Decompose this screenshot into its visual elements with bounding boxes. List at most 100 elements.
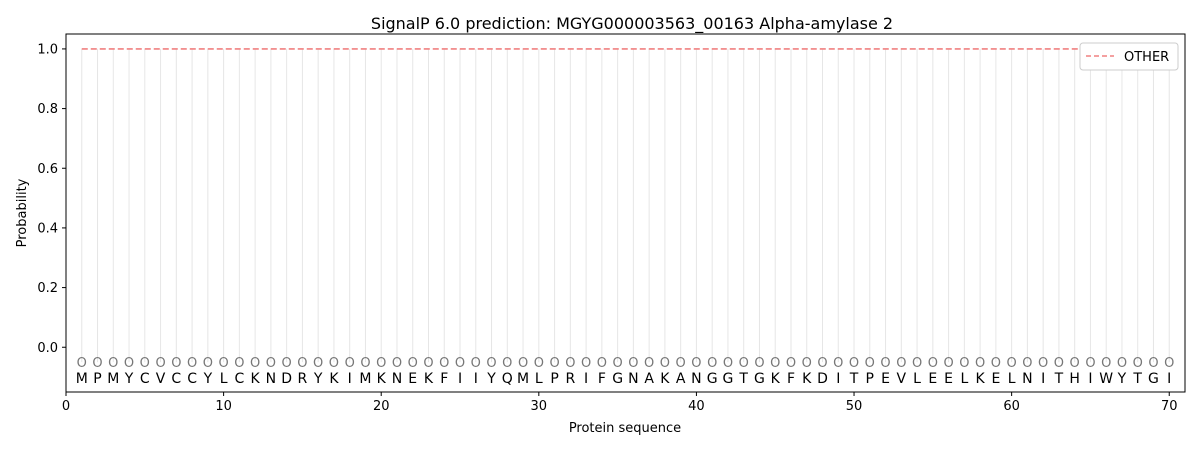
residue-67: Y [1117, 371, 1127, 387]
residue-53: V [897, 371, 907, 387]
residue-44: G [754, 371, 765, 387]
residue-9: Y [203, 371, 213, 387]
region-label-54: O [912, 356, 922, 371]
region-label-60: O [1007, 356, 1017, 371]
residue-65: I [1088, 371, 1092, 387]
residue-29: M [517, 371, 529, 387]
x-tick-label-10: 10 [215, 399, 232, 414]
region-label-38: O [660, 356, 670, 371]
region-label-33: O [581, 356, 591, 371]
region-label-1: O [77, 356, 87, 371]
residue-14: D [281, 371, 292, 387]
region-label-31: O [549, 356, 559, 371]
residue-20: K [377, 371, 387, 387]
region-label-43: O [739, 356, 749, 371]
residue-52: E [881, 371, 890, 387]
residue-23: K [424, 371, 434, 387]
region-label-11: O [234, 356, 244, 371]
x-tick-label-30: 30 [531, 399, 548, 414]
residue-37: A [644, 371, 654, 387]
residue-21: N [392, 371, 402, 387]
residue-47: K [802, 371, 812, 387]
y-tick-label-0.6: 0.6 [37, 162, 58, 177]
region-label-8: O [187, 356, 197, 371]
residue-6: V [156, 371, 166, 387]
residue-38: K [660, 371, 670, 387]
x-axis-label: Protein sequence [569, 421, 681, 436]
residue-2: P [93, 371, 101, 387]
region-label-10: O [218, 356, 228, 371]
residue-55: E [928, 371, 937, 387]
region-label-29: O [518, 356, 528, 371]
residue-33: I [584, 371, 588, 387]
residue-69: G [1148, 371, 1159, 387]
residue-45: K [771, 371, 781, 387]
y-axis: 0.0 0.2 0.4 0.6 0.8 1.0 [37, 42, 66, 356]
residue-48: D [817, 371, 828, 387]
residue-30: L [535, 371, 543, 387]
region-label-41: O [707, 356, 717, 371]
region-label-26: O [471, 356, 481, 371]
residue-34: F [598, 371, 606, 387]
region-label-37: O [644, 356, 654, 371]
region-label-14: O [282, 356, 292, 371]
residue-10: L [220, 371, 228, 387]
region-label-23: O [423, 356, 433, 371]
region-label-59: O [991, 356, 1001, 371]
region-label-67: O [1117, 356, 1127, 371]
region-label-52: O [880, 356, 890, 371]
residue-36: N [628, 371, 638, 387]
region-label-16: O [313, 356, 323, 371]
residue-32: R [565, 371, 575, 387]
residue-18: I [348, 371, 352, 387]
region-label-13: O [266, 356, 276, 371]
chart-title: SignalP 6.0 prediction: MGYG000003563_00… [371, 14, 893, 34]
residue-70: I [1167, 371, 1171, 387]
region-label-69: O [1148, 356, 1158, 371]
residue-39: A [676, 371, 686, 387]
region-label-55: O [928, 356, 938, 371]
residue-12: K [251, 371, 261, 387]
residue-31: P [550, 371, 558, 387]
x-tick-label-60: 60 [1003, 399, 1020, 414]
region-label-45: O [770, 356, 780, 371]
residue-15: R [298, 371, 308, 387]
residue-1: M [76, 371, 88, 387]
residue-41: G [707, 371, 718, 387]
residue-54: L [913, 371, 921, 387]
residue-16: Y [313, 371, 323, 387]
residue-57: L [960, 371, 968, 387]
region-label-57: O [959, 356, 969, 371]
residue-50: T [849, 371, 859, 387]
region-label-6: O [155, 356, 165, 371]
region-label-66: O [1101, 356, 1111, 371]
region-label-47: O [802, 356, 812, 371]
residue-56: E [944, 371, 953, 387]
x-tick-label-0: 0 [62, 399, 70, 414]
residue-27: Y [486, 371, 496, 387]
region-label-30: O [534, 356, 544, 371]
region-label-5: O [140, 356, 150, 371]
region-label-28: O [502, 356, 512, 371]
residue-13: N [266, 371, 276, 387]
residue-42: G [723, 371, 734, 387]
region-label-32: O [565, 356, 575, 371]
region-label-36: O [628, 356, 638, 371]
region-label-64: O [1070, 356, 1080, 371]
grid-layer [81, 48, 1170, 363]
x-tick-label-70: 70 [1161, 399, 1178, 414]
x-axis: 0 10 20 30 40 50 60 70 [62, 392, 1178, 414]
y-tick-label-0.2: 0.2 [37, 281, 58, 296]
y-tick-label-0.8: 0.8 [37, 102, 58, 117]
residue-43: T [738, 371, 748, 387]
residue-35: G [612, 371, 623, 387]
marks-layer: OMOPOMOYOCOVOCOCOYOLOCOKONODOROYOKOIOMOK… [76, 356, 1175, 387]
plot-frame [65, 33, 1186, 393]
y-tick-label-0.0: 0.0 [37, 341, 58, 356]
region-label-24: O [439, 356, 449, 371]
x-tick-label-20: 20 [373, 399, 390, 414]
residue-28: Q [502, 371, 513, 387]
region-label-35: O [613, 356, 623, 371]
residue-26: I [474, 371, 478, 387]
